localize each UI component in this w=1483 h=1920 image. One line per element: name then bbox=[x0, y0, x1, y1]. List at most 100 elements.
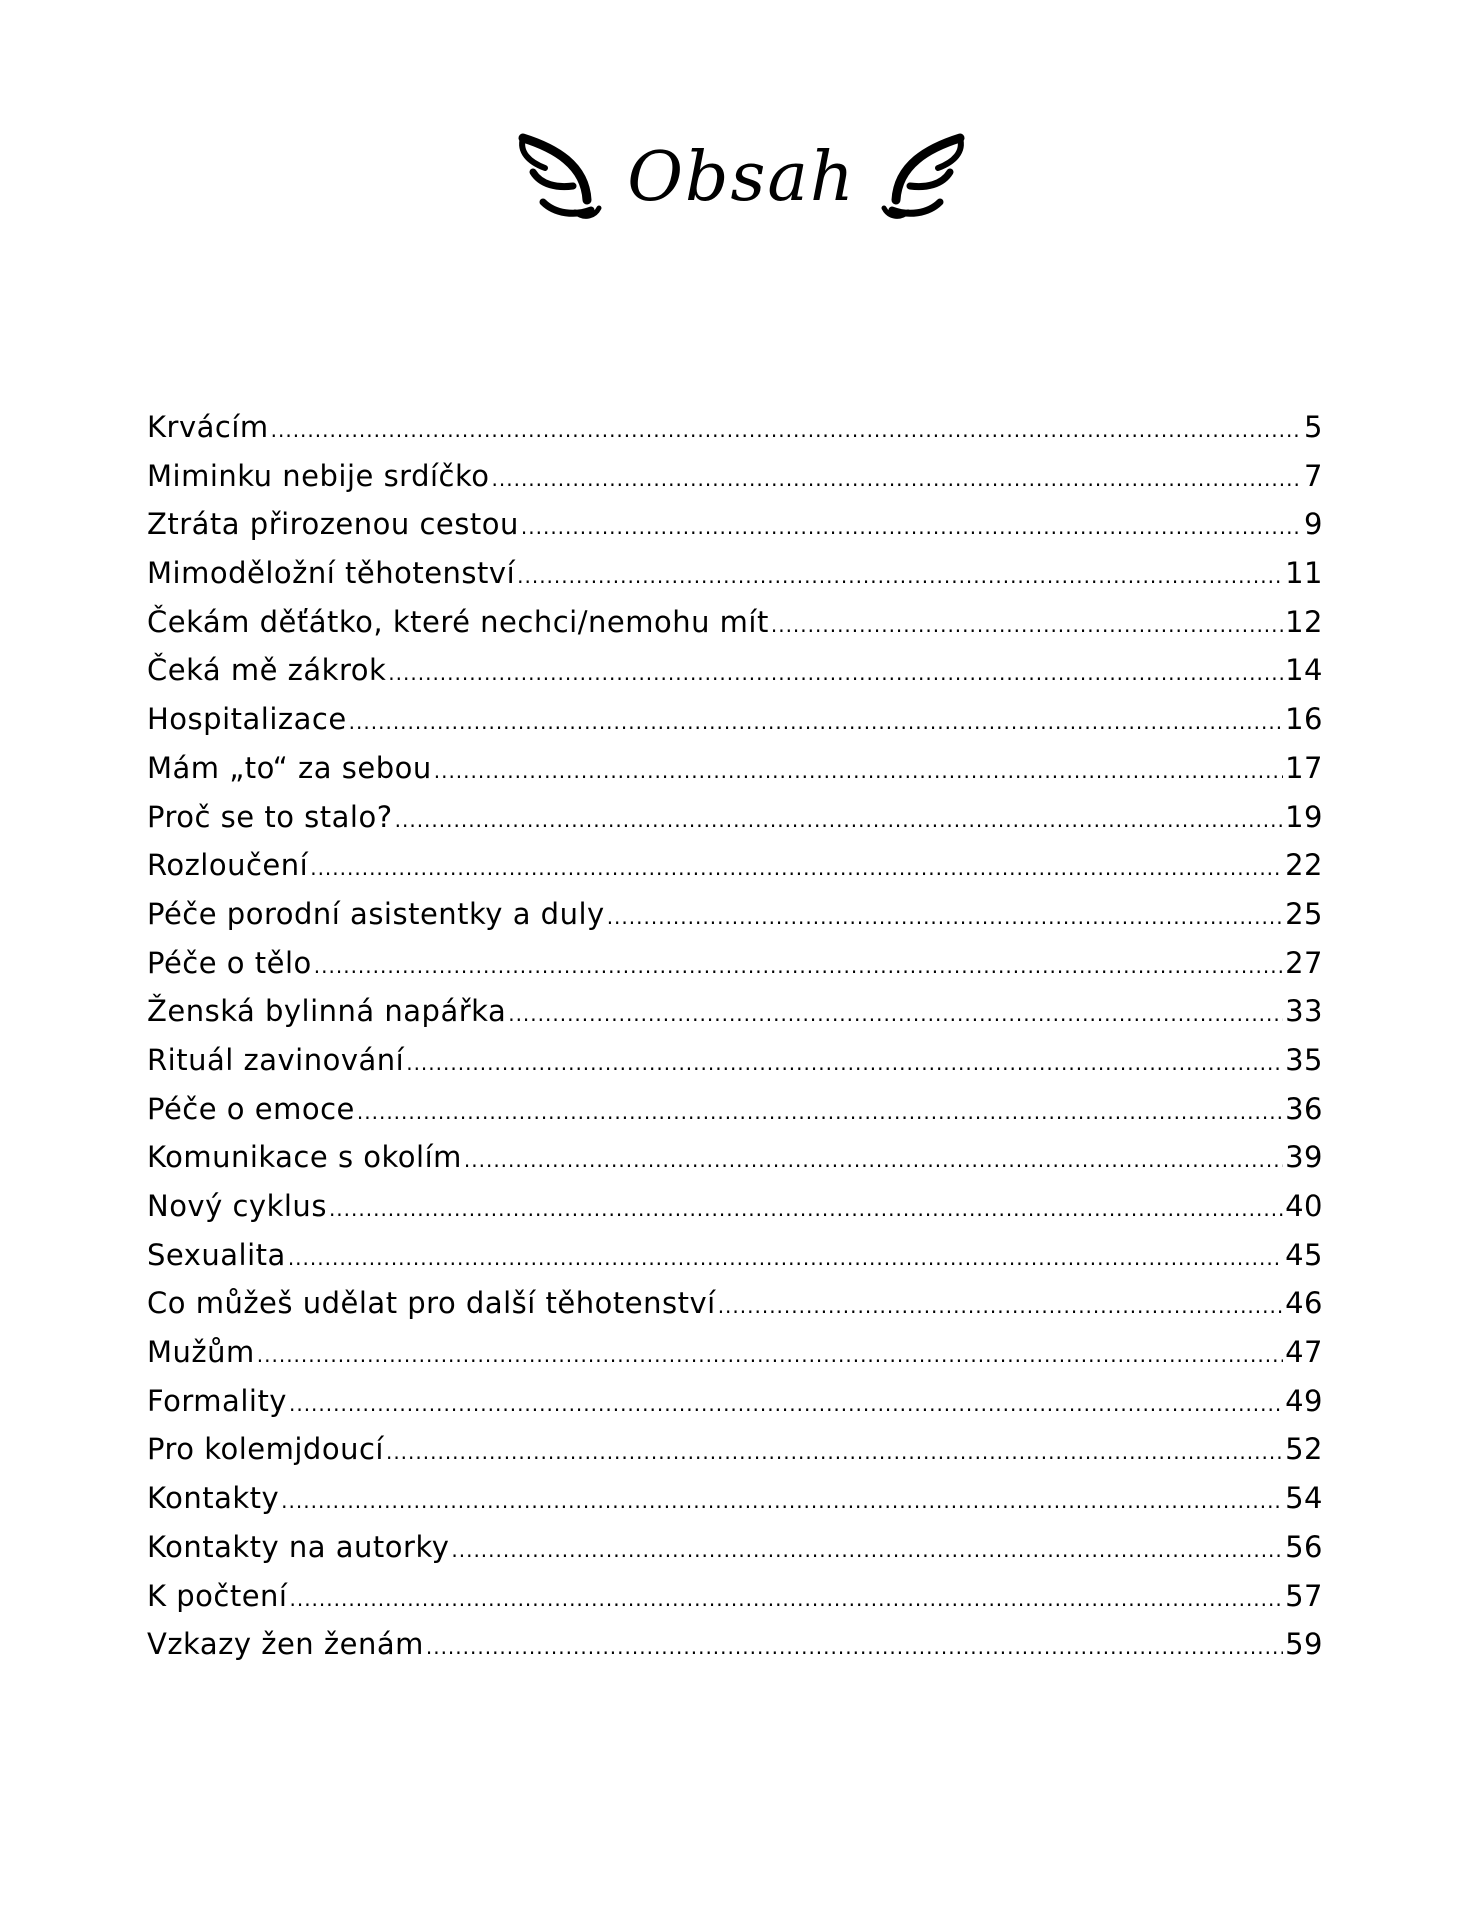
toc-entry-page: 25 bbox=[1285, 896, 1323, 931]
dot-leader bbox=[314, 954, 1283, 978]
dot-leader bbox=[395, 808, 1283, 832]
toc-entry[interactable]: Proč se to stalo? 19 bbox=[147, 800, 1323, 849]
toc-entry-title: Péče porodní asistentky a duly bbox=[147, 896, 605, 931]
toc-entry-page: 12 bbox=[1285, 604, 1323, 639]
table-of-contents: Krvácím 5 Miminku nebije srdíčko 7 Ztráta př… bbox=[147, 410, 1323, 1676]
toc-entry[interactable]: Rituál zavinování 35 bbox=[147, 1043, 1323, 1092]
toc-entry-page: 19 bbox=[1285, 799, 1323, 834]
dot-leader bbox=[257, 1343, 1283, 1367]
toc-entry-title: Sexualita bbox=[147, 1237, 286, 1272]
toc-entry[interactable]: Krvácím 5 bbox=[147, 410, 1323, 459]
toc-entry[interactable]: Mimoděložní těhotenství 11 bbox=[147, 556, 1323, 605]
toc-entry-page: 36 bbox=[1285, 1091, 1323, 1126]
toc-entry-title: Ženská bylinná napářka bbox=[147, 994, 507, 1029]
toc-entry-page: 49 bbox=[1285, 1383, 1323, 1418]
toc-entry[interactable]: Hospitalizace 16 bbox=[147, 702, 1323, 751]
toc-entry-title: Mimoděložní těhotenství bbox=[147, 556, 516, 591]
dot-leader bbox=[434, 759, 1283, 783]
toc-entry[interactable]: Rozloučení 22 bbox=[147, 848, 1323, 897]
toc-entry-page: 57 bbox=[1285, 1578, 1323, 1613]
toc-entry-title: Kontakty bbox=[147, 1481, 280, 1516]
toc-entry[interactable]: K počtení 57 bbox=[147, 1579, 1323, 1628]
angel-wing-icon bbox=[518, 133, 602, 219]
toc-entry-title: Péče o emoce bbox=[147, 1091, 355, 1126]
dot-leader bbox=[329, 1197, 1283, 1221]
toc-entry-page: 35 bbox=[1285, 1042, 1323, 1077]
toc-entry[interactable]: Nový cyklus 40 bbox=[147, 1189, 1323, 1238]
dot-leader bbox=[289, 1392, 1283, 1416]
toc-entry[interactable]: Péče o emoce 36 bbox=[147, 1092, 1323, 1141]
toc-entry-page: 52 bbox=[1285, 1432, 1323, 1467]
toc-entry[interactable]: Vzkazy žen ženám 59 bbox=[147, 1627, 1323, 1676]
toc-entry-title: Kontakty na autorky bbox=[147, 1529, 450, 1564]
toc-entry[interactable]: Čeká mě zákrok 14 bbox=[147, 653, 1323, 702]
toc-entry[interactable]: Sexualita 45 bbox=[147, 1238, 1323, 1287]
angel-wing-icon bbox=[881, 133, 965, 219]
dot-leader bbox=[521, 515, 1302, 539]
toc-entry[interactable]: Kontakty na autorky 56 bbox=[147, 1530, 1323, 1579]
toc-entry-page: 46 bbox=[1285, 1286, 1323, 1321]
dot-leader bbox=[386, 1440, 1283, 1464]
toc-entry-page: 47 bbox=[1285, 1335, 1323, 1370]
dot-leader bbox=[464, 1148, 1283, 1172]
toc-entry[interactable]: Mužům 47 bbox=[147, 1335, 1323, 1384]
page-title: Obsah bbox=[627, 138, 856, 217]
dot-leader bbox=[349, 710, 1283, 734]
toc-entry-page: 33 bbox=[1285, 994, 1323, 1029]
toc-entry-title: Ztráta přirozenou cestou bbox=[147, 507, 519, 542]
toc-entry-page: 40 bbox=[1285, 1189, 1323, 1223]
toc-entry-page: 56 bbox=[1285, 1529, 1323, 1564]
toc-entry-title: Čekám děťátko, které nechci/nemohu mít bbox=[147, 604, 769, 639]
dot-leader bbox=[288, 1246, 1283, 1270]
toc-entry[interactable]: Kontakty 54 bbox=[147, 1481, 1323, 1530]
dot-leader bbox=[451, 1538, 1283, 1562]
toc-entry-page: 16 bbox=[1285, 702, 1323, 737]
toc-entry-title: Péče o tělo bbox=[147, 945, 312, 980]
toc-entry-title: Hospitalizace bbox=[147, 702, 347, 737]
toc-entry-page: 9 bbox=[1304, 507, 1323, 542]
toc-entry[interactable]: Formality 49 bbox=[147, 1384, 1323, 1433]
toc-entry[interactable]: Pro kolemjdoucí 52 bbox=[147, 1432, 1323, 1481]
toc-entry-title: K počtení bbox=[147, 1578, 288, 1613]
dot-leader bbox=[357, 1100, 1283, 1124]
toc-entry[interactable]: Péče porodní asistentky a duly 25 bbox=[147, 897, 1323, 946]
toc-entry-page: 39 bbox=[1285, 1140, 1323, 1175]
toc-entry-title: Pro kolemjdoucí bbox=[147, 1432, 384, 1467]
dot-leader bbox=[508, 1002, 1283, 1026]
toc-entry-page: 45 bbox=[1285, 1237, 1323, 1272]
dot-leader bbox=[271, 418, 1302, 442]
toc-entry-page: 27 bbox=[1285, 945, 1323, 980]
toc-entry-page: 54 bbox=[1285, 1481, 1323, 1516]
dot-leader bbox=[388, 661, 1283, 685]
toc-entry[interactable]: Čekám děťátko, které nechci/nemohu mít 12 bbox=[147, 605, 1323, 654]
toc-entry[interactable]: Mám „to“ za sebou 17 bbox=[147, 751, 1323, 800]
toc-entry-page: 59 bbox=[1285, 1627, 1323, 1662]
toc-entry-title: Formality bbox=[147, 1383, 287, 1418]
toc-entry-title: Miminku nebije srdíčko bbox=[147, 458, 490, 493]
dot-leader bbox=[492, 467, 1303, 491]
toc-entry-title: Proč se to stalo? bbox=[147, 799, 393, 834]
toc-entry[interactable]: Co můžeš udělat pro další těhotenství 46 bbox=[147, 1286, 1323, 1335]
toc-entry-title: Čeká mě zákrok bbox=[147, 653, 387, 688]
toc-entry[interactable]: Péče o tělo 27 bbox=[147, 946, 1323, 995]
toc-entry-page: 7 bbox=[1304, 458, 1323, 493]
dot-leader bbox=[310, 856, 1283, 880]
dot-leader bbox=[406, 1051, 1283, 1075]
dot-leader bbox=[607, 905, 1283, 929]
toc-entry[interactable]: Ztráta přirozenou cestou 9 bbox=[147, 507, 1323, 556]
toc-entry-title: Krvácím bbox=[147, 410, 269, 444]
toc-entry-title: Komunikace s okolím bbox=[147, 1140, 462, 1175]
dot-leader bbox=[281, 1489, 1283, 1513]
toc-entry-page: 14 bbox=[1285, 653, 1323, 688]
toc-entry-title: Rozloučení bbox=[147, 848, 309, 883]
toc-entry-title: Vzkazy žen ženám bbox=[147, 1627, 424, 1662]
toc-entry-page: 5 bbox=[1304, 410, 1323, 444]
toc-entry[interactable]: Ženská bylinná napářka 33 bbox=[147, 994, 1323, 1043]
toc-entry-title: Mám „to“ za sebou bbox=[147, 750, 432, 785]
toc-entry[interactable]: Miminku nebije srdíčko 7 bbox=[147, 459, 1323, 508]
toc-entry[interactable]: Komunikace s okolím 39 bbox=[147, 1140, 1323, 1189]
toc-entry-title: Rituál zavinování bbox=[147, 1042, 405, 1077]
toc-entry-page: 17 bbox=[1285, 750, 1323, 785]
dot-leader bbox=[289, 1587, 1283, 1611]
dot-leader bbox=[718, 1294, 1283, 1318]
